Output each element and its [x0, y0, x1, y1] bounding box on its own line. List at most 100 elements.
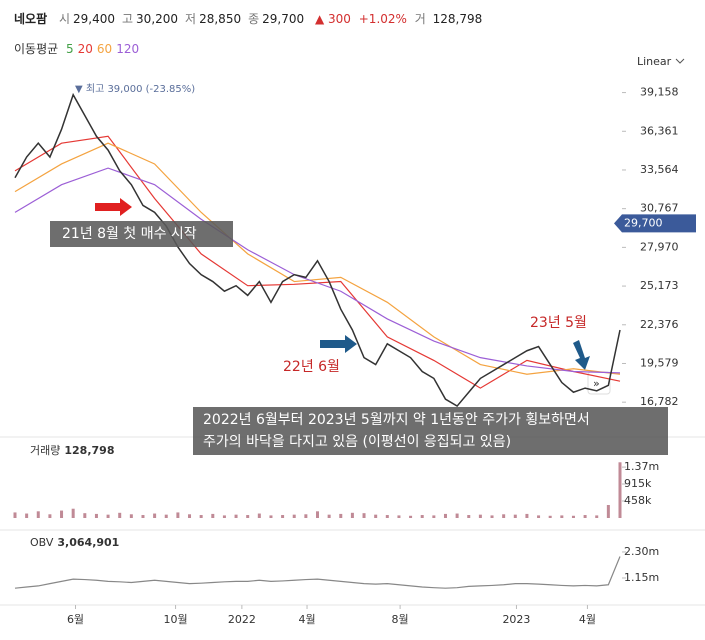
price-line	[14, 92, 621, 408]
field-value: 28,850	[199, 12, 242, 26]
ma-legend-entry: 60	[96, 42, 113, 56]
volume-bar	[537, 515, 541, 518]
last-price-tag	[614, 214, 696, 233]
volume-bar	[490, 515, 494, 518]
volume-bar	[25, 513, 29, 518]
volume-bar	[106, 514, 110, 518]
volume-bar	[118, 512, 122, 518]
volume-bar	[397, 515, 401, 518]
volume-bar	[246, 515, 250, 518]
volume-bar	[269, 515, 273, 518]
volume-bar	[188, 514, 192, 518]
volume-bar	[478, 514, 482, 518]
volume-bar	[281, 515, 285, 518]
volume-bar	[455, 513, 459, 518]
volume-bar	[36, 511, 40, 518]
volume-bar	[304, 514, 308, 518]
volume-bar	[502, 514, 506, 518]
y-tick-label: 16,782	[640, 395, 679, 408]
change-pct: +1.02%	[358, 12, 407, 26]
x-tick-label: 2023	[502, 613, 530, 626]
y-tick-label: 1.15m	[624, 571, 659, 584]
volume-bar	[71, 508, 75, 518]
volume-bar	[560, 515, 564, 518]
quote-fields: 시 29,400 고 30,200 저 28,850 종 29,700	[59, 12, 311, 26]
x-tick-label: 6월	[67, 613, 84, 626]
x-tick-label: 8월	[392, 613, 409, 626]
quote-header: 네오팜 시 29,400 고 30,200 저 28,850 종 29,700 ▲ 300 +…	[14, 10, 489, 27]
x-tick-label: 4월	[298, 613, 315, 626]
arrow	[320, 335, 357, 353]
volume-bar	[467, 515, 471, 518]
panel-title: 거래량 128,798	[30, 444, 114, 457]
volume-bar	[606, 505, 610, 518]
volume-bar	[548, 515, 552, 518]
panel-title: OBV 3,064,901	[30, 536, 119, 549]
ma-legend-entry: 5	[66, 42, 74, 56]
volume-label: 거	[414, 12, 426, 26]
volume-bar	[48, 514, 52, 518]
x-tick-label: 4월	[579, 613, 596, 626]
field-value: 30,200	[136, 12, 179, 26]
x-tick-label: 2022	[228, 613, 256, 626]
title-value: 128,798	[64, 444, 114, 457]
ma-legend: 이동평균 5 20 60 120	[14, 40, 139, 57]
volume-bar	[339, 513, 343, 518]
volume-bar	[257, 513, 261, 518]
y-tick-label: 2.30m	[624, 545, 659, 558]
y-tick-label: 39,158	[640, 86, 679, 99]
peak-label: ▼ 최고 39,000 (-23.85%)	[75, 83, 195, 95]
annotation: 23년 5월	[530, 315, 587, 331]
volume-bar	[94, 513, 98, 518]
annotation-box	[193, 407, 668, 455]
chevron[interactable]	[675, 58, 685, 64]
arrow	[573, 340, 590, 370]
volume-bar	[141, 515, 145, 518]
volume-bar	[222, 515, 226, 518]
volume-bar	[153, 513, 157, 518]
y-tick-label: 36,361	[640, 124, 679, 137]
last-price-label: 29,700	[624, 216, 663, 229]
y-tick-label: 458k	[624, 494, 652, 507]
scroll-icon[interactable]: »	[593, 377, 600, 390]
ma-line	[14, 142, 621, 375]
title: OBV	[30, 536, 54, 549]
annotation: 21년 8월 첫 매수 시작	[62, 226, 197, 242]
volume-bar	[595, 515, 599, 518]
volume-bar	[571, 515, 575, 518]
volume-bar	[292, 514, 296, 518]
volume-bar	[420, 515, 424, 518]
volume-bar	[583, 515, 587, 518]
volume-bar	[385, 515, 389, 518]
scale-mode[interactable]: Linear	[637, 55, 672, 68]
y-tick-label: 1.37m	[624, 460, 659, 473]
y-tick-label: 915k	[624, 477, 652, 490]
field-label: 고	[122, 12, 134, 26]
field-value: 29,700	[262, 12, 305, 26]
change: ▲ 300	[314, 12, 351, 26]
volume-bar	[234, 514, 238, 518]
y-tick-label: 19,579	[640, 356, 679, 369]
volume-bar	[176, 512, 180, 518]
field-value: 29,400	[73, 12, 115, 26]
volume-bar	[199, 515, 203, 518]
volume-bar	[83, 513, 87, 518]
ma-line	[14, 167, 621, 374]
annotation-box	[50, 221, 233, 247]
volume-bar	[316, 511, 319, 518]
volume-bar	[362, 513, 366, 518]
volume-bar	[443, 513, 447, 518]
arrow	[95, 198, 132, 216]
y-tick-label: 25,173	[640, 279, 679, 292]
field-label: 저	[185, 12, 197, 26]
volume-bar	[164, 514, 168, 518]
volume-bar	[409, 515, 413, 518]
volume-bar	[327, 514, 331, 518]
annotation: 주가의 바닥을 다지고 있음 (이평선이 응집되고 있음)	[203, 434, 511, 450]
volume-bar	[618, 462, 622, 518]
ma-legend-entry: 20	[77, 42, 93, 56]
volume-bar	[350, 512, 354, 518]
price-line	[14, 556, 621, 589]
annotation: 22년 6월	[283, 359, 340, 375]
